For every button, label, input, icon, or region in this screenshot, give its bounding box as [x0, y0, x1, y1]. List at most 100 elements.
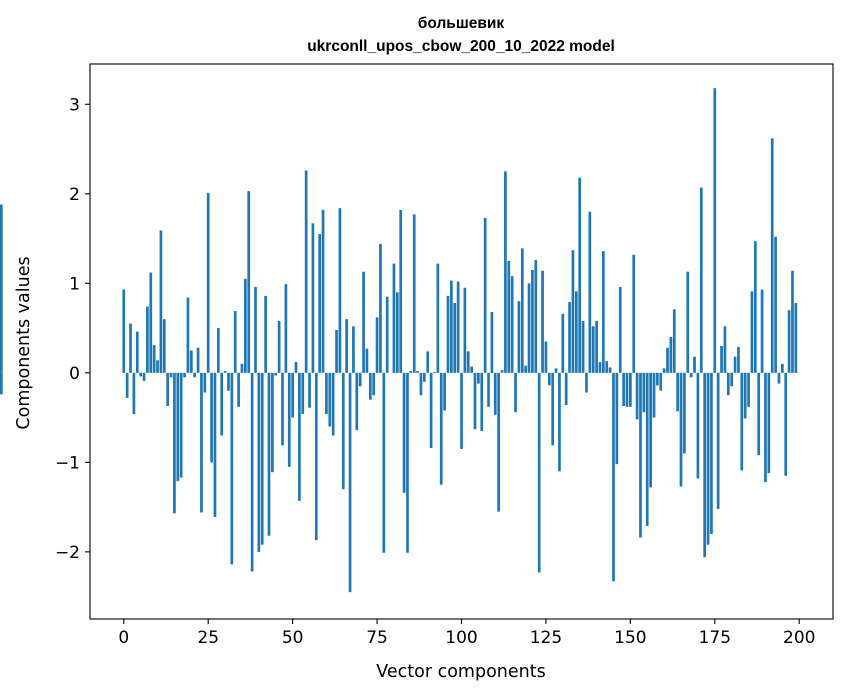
- bar-31: [227, 372, 230, 391]
- bar-182: [737, 346, 740, 373]
- bar-3: [132, 372, 136, 415]
- bar-87: [416, 371, 419, 373]
- bar-27: [213, 372, 217, 517]
- bar-114: [507, 260, 511, 373]
- bar-163: [672, 309, 676, 373]
- bar-165: [679, 372, 683, 487]
- bar-168: [689, 372, 693, 378]
- bar-9: [152, 345, 156, 373]
- bar-69: [355, 372, 359, 431]
- bar-41: [260, 372, 264, 545]
- bar-119: [524, 365, 528, 373]
- bar-133: [571, 250, 575, 373]
- bar-175: [713, 88, 717, 373]
- bar-19: [186, 297, 190, 373]
- bar-187: [753, 241, 757, 373]
- bar-10: [156, 360, 159, 373]
- bar-110: [493, 372, 497, 415]
- bar-23: [200, 372, 203, 513]
- bar-48: [284, 284, 288, 373]
- x-tick-label: 50: [282, 628, 304, 648]
- bar-32: [230, 372, 234, 565]
- bar-173: [706, 372, 710, 545]
- bar-134: [574, 291, 578, 373]
- bar-55: [308, 372, 311, 408]
- bar-85: [409, 371, 413, 373]
- bar-35: [240, 363, 244, 373]
- y-tick-label: −1: [55, 453, 80, 473]
- bar-99: [456, 281, 460, 373]
- bar-11: [159, 230, 163, 373]
- bar-174: [710, 372, 713, 534]
- bar-17: [179, 372, 183, 478]
- bar-127: [551, 372, 555, 446]
- bar-181: [733, 356, 737, 373]
- bar-131: [564, 372, 568, 406]
- bar-150: [629, 372, 632, 407]
- bar-104: [473, 372, 477, 430]
- bar-188: [757, 372, 761, 456]
- bar-190: [764, 372, 767, 483]
- bar-52: [298, 372, 301, 501]
- bar-5: [139, 372, 143, 377]
- bar-97: [450, 280, 453, 373]
- bar-51: [294, 362, 298, 373]
- bar-49: [287, 372, 291, 467]
- bar-61: [328, 372, 332, 427]
- bar-121: [531, 269, 534, 373]
- bar-107: [483, 217, 487, 373]
- plot-frame: [89, 63, 834, 620]
- bar-53: [301, 372, 305, 415]
- bar-15: [173, 372, 176, 514]
- bar-193: [774, 236, 777, 373]
- y-axis-ticks: −2 −1 0 1 2 3: [55, 95, 90, 563]
- bar-101: [463, 287, 467, 373]
- bar-109: [490, 311, 494, 373]
- bar-186: [750, 291, 754, 373]
- x-tick-label: 175: [699, 628, 731, 648]
- bar-140: [595, 320, 598, 373]
- bar-179: [726, 372, 730, 396]
- bar-67: [348, 372, 352, 593]
- bar-14: [169, 372, 173, 378]
- bar-141: [598, 362, 602, 373]
- bar-192: [770, 138, 774, 373]
- bar-189: [760, 289, 764, 373]
- bar-167: [686, 271, 690, 373]
- bar-6: [142, 372, 146, 381]
- bar-18: [183, 372, 186, 378]
- bar-26: [210, 372, 213, 463]
- bar-80: [392, 263, 396, 373]
- bar-43: [267, 372, 271, 536]
- bar-151: [632, 254, 636, 373]
- bar-194: [777, 372, 781, 384]
- bar-196: [784, 372, 788, 476]
- bar-36: [244, 278, 247, 373]
- bar-160: [662, 368, 666, 373]
- bar-42: [264, 295, 267, 373]
- bar-74: [372, 372, 376, 396]
- y-tick-label: 1: [69, 274, 80, 294]
- bar-73: [368, 372, 372, 400]
- bar-37: [247, 191, 251, 373]
- bar-98: [453, 303, 457, 373]
- bar-20: [189, 350, 193, 373]
- bar-77: [382, 372, 386, 553]
- bar-197: [787, 310, 791, 373]
- bar-146: [615, 372, 619, 465]
- bar-102: [466, 351, 470, 373]
- y-tick-label: 3: [69, 95, 80, 115]
- bar-147: [618, 286, 622, 373]
- y-tick-label: 0: [69, 364, 80, 384]
- bar-103: [470, 366, 473, 373]
- bar-112: [500, 370, 504, 373]
- bar-105: [477, 372, 480, 384]
- bar-185: [747, 372, 750, 407]
- bar-72: [365, 348, 369, 373]
- bar-undefined: [0, 204, 3, 373]
- bar-29: [220, 372, 224, 436]
- bar-164: [676, 372, 679, 412]
- bar-123: [537, 372, 541, 573]
- bar-21: [193, 372, 197, 378]
